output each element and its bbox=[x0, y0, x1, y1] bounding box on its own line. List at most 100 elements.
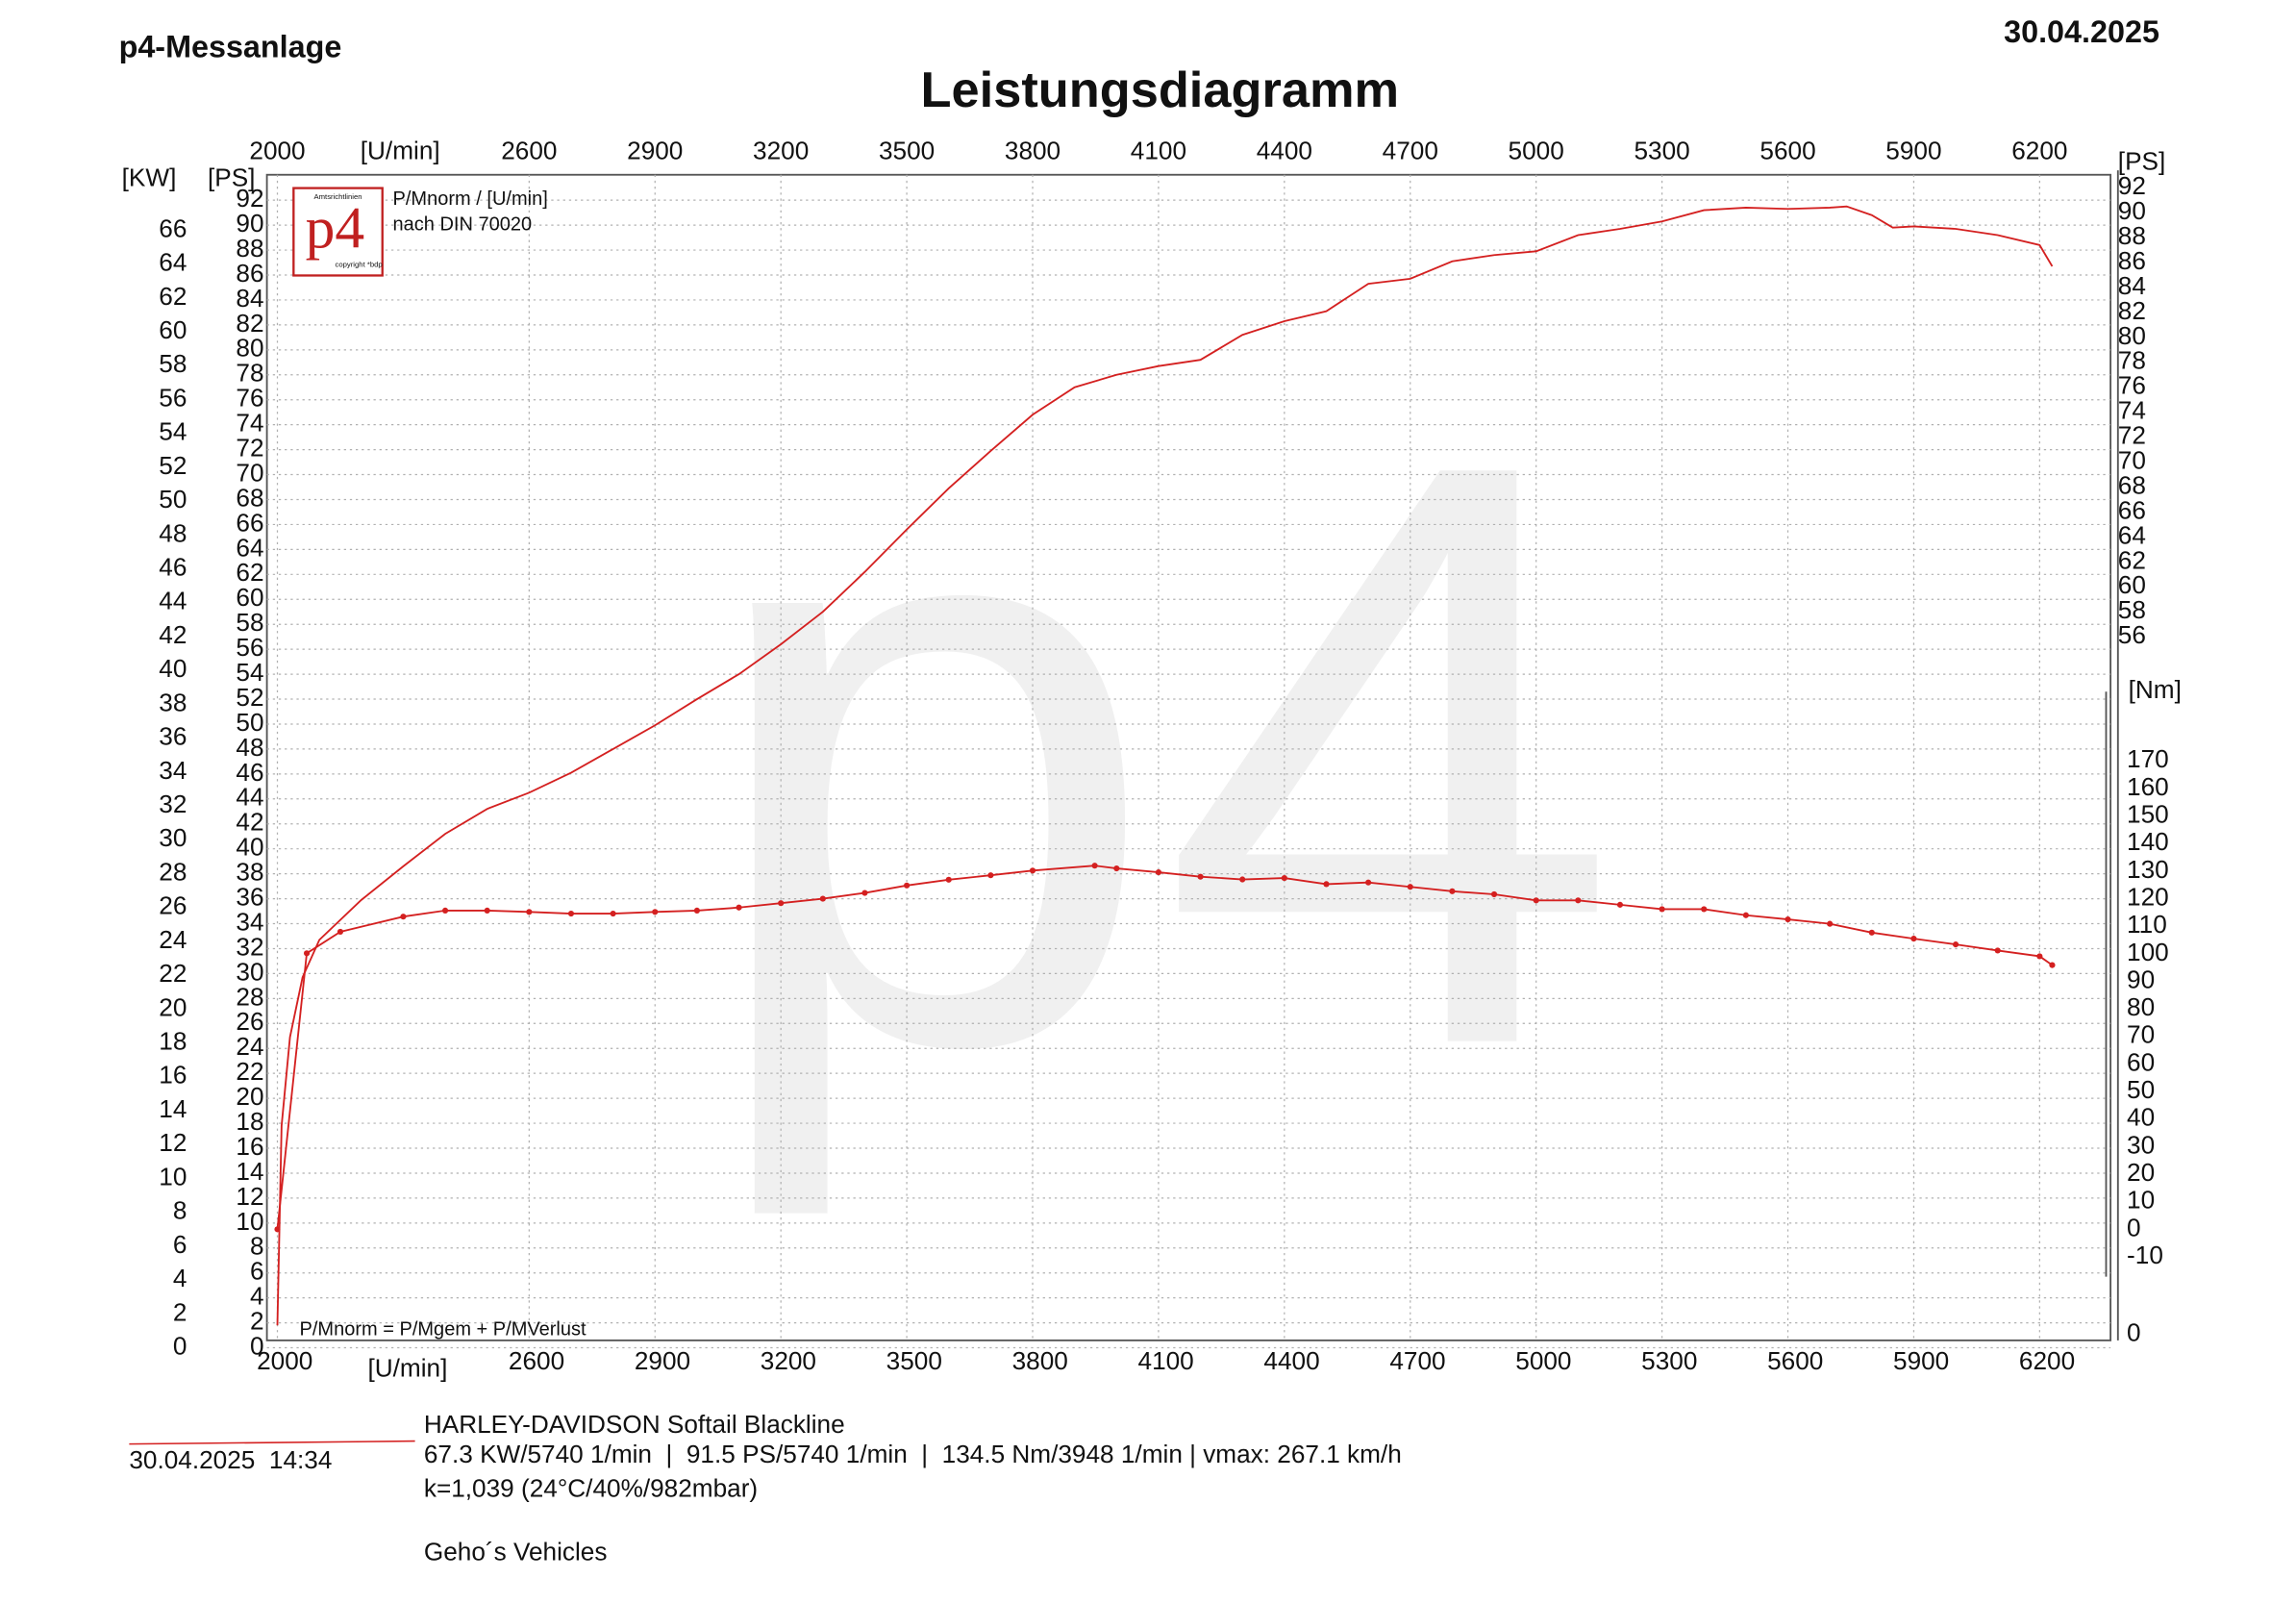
x-tick-label: 4700 bbox=[1383, 137, 1438, 165]
series-point bbox=[2036, 953, 2043, 960]
ps-tick-label: 52 bbox=[236, 683, 263, 712]
ps-tick-label: 66 bbox=[236, 508, 263, 537]
kw-tick-label: 32 bbox=[159, 789, 187, 818]
x-tick-label: 3500 bbox=[879, 137, 935, 165]
ps-tick-label: 68 bbox=[236, 483, 263, 512]
series-point bbox=[1868, 929, 1875, 936]
kw-tick-label: 26 bbox=[159, 891, 187, 920]
series-point bbox=[1533, 897, 1539, 904]
x-tick-label: 4100 bbox=[1131, 137, 1186, 165]
x-tick-label: 2600 bbox=[509, 1346, 564, 1375]
series-point bbox=[693, 907, 700, 914]
ps_right-tick-label: 86 bbox=[2118, 246, 2146, 275]
ps-tick-label: 44 bbox=[236, 783, 263, 812]
series-point bbox=[337, 928, 344, 936]
ps-tick-label: 78 bbox=[236, 359, 263, 388]
kw-tick-label: 50 bbox=[159, 485, 187, 514]
series-point bbox=[1029, 867, 1036, 874]
footer-timestamp: 30.04.2025 14:34 bbox=[129, 1445, 332, 1474]
nm-tick-label: 90 bbox=[2127, 965, 2155, 993]
ps_right-tick-label: 68 bbox=[2118, 470, 2146, 499]
series-point bbox=[861, 890, 868, 896]
series-line bbox=[276, 865, 2053, 1230]
kw-tick-label: 58 bbox=[159, 349, 187, 378]
kw-tick-label: 52 bbox=[159, 451, 187, 480]
nm-tick-label: 140 bbox=[2127, 827, 2169, 856]
series-point bbox=[303, 950, 311, 957]
nm-tick-label: -10 bbox=[2127, 1241, 2163, 1269]
ps-tick-label: 56 bbox=[236, 633, 263, 662]
ps_right-tick-label: 60 bbox=[2118, 570, 2146, 599]
series-point bbox=[2049, 962, 2056, 968]
nm-tick-label: 110 bbox=[2127, 910, 2167, 939]
ps-tick-label: 86 bbox=[236, 259, 263, 288]
ps_right-tick-label: 76 bbox=[2118, 371, 2146, 400]
kw-tick-label: 56 bbox=[159, 383, 187, 412]
x-tick-label: 4400 bbox=[1257, 137, 1312, 165]
footer-line: HARLEY-DAVIDSON Softail Blackline bbox=[424, 1410, 845, 1439]
ps-tick-label: 38 bbox=[236, 858, 263, 887]
kw-tick-label: 66 bbox=[159, 213, 187, 242]
kw-tick-label: 16 bbox=[159, 1061, 187, 1090]
series-point bbox=[1910, 936, 1917, 942]
ps_right-tick-label: 84 bbox=[2118, 271, 2146, 300]
ps-tick-label: 36 bbox=[236, 882, 263, 911]
series-point bbox=[567, 910, 575, 917]
ps-tick-label: 24 bbox=[236, 1032, 263, 1061]
ps-tick-label: 26 bbox=[236, 1007, 263, 1036]
ps-tick-label: 28 bbox=[236, 982, 263, 1011]
ps-tick-label: 60 bbox=[236, 583, 263, 612]
nm-tick-label: 20 bbox=[2127, 1158, 2155, 1187]
x-tick-label: 6200 bbox=[2011, 137, 2067, 165]
ps-tick-label: 88 bbox=[236, 234, 263, 263]
ps_right-tick-label: 80 bbox=[2118, 321, 2146, 350]
series-point bbox=[652, 909, 659, 915]
header-date: 30.04.2025 bbox=[2004, 14, 2159, 49]
ps_right-tick-label: 92 bbox=[2118, 171, 2146, 200]
x-tick-label: 5300 bbox=[1634, 137, 1689, 165]
kw-tick-label: 24 bbox=[159, 925, 187, 954]
series-point bbox=[1323, 881, 1330, 888]
legend-line: P/Mnorm / [U/min] bbox=[393, 188, 548, 210]
ps-tick-label: 20 bbox=[236, 1082, 263, 1111]
ps_right-tick-label: 70 bbox=[2118, 445, 2146, 474]
kw-tick-label: 64 bbox=[159, 248, 187, 277]
ps-tick-label: 8 bbox=[250, 1232, 264, 1261]
ps-tick-label: 50 bbox=[236, 708, 263, 737]
header-left: p4-Messanlage bbox=[119, 29, 342, 63]
series-point bbox=[1281, 875, 1287, 882]
x-tick-label: 2900 bbox=[627, 137, 683, 165]
ps-tick-label: 34 bbox=[236, 907, 263, 936]
kw-axis-label: [KW] bbox=[122, 163, 177, 191]
footer-line: k=1,039 (24°C/40%/982mbar) bbox=[424, 1473, 758, 1502]
nm-tick-label: 50 bbox=[2127, 1075, 2155, 1104]
x-tick-label: 4400 bbox=[1263, 1346, 1319, 1375]
kw-tick-label: 20 bbox=[159, 992, 187, 1021]
ps-tick-label: 30 bbox=[236, 957, 263, 986]
watermark: p4 bbox=[699, 290, 1621, 1223]
logo-text: p4 bbox=[306, 195, 365, 261]
ps-tick-label: 92 bbox=[236, 184, 263, 213]
series-point bbox=[819, 895, 826, 902]
x-tick-label: 5900 bbox=[1893, 1346, 1949, 1375]
series-point bbox=[904, 882, 911, 889]
ps_right-tick-label: 90 bbox=[2118, 196, 2146, 225]
plot-frame bbox=[265, 173, 2112, 1341]
series-point bbox=[1197, 873, 1204, 880]
kw-tick-label: 8 bbox=[173, 1196, 187, 1225]
kw-tick-label: 54 bbox=[159, 417, 187, 446]
kw-tick-label: 40 bbox=[159, 654, 187, 683]
ps_right-tick-label: 66 bbox=[2118, 495, 2146, 524]
ps-tick-label: 4 bbox=[250, 1282, 264, 1311]
kw-tick-label: 44 bbox=[159, 587, 187, 615]
legend-line: nach DIN 70020 bbox=[393, 213, 533, 235]
x-tick-label: 6200 bbox=[2019, 1346, 2075, 1375]
x-tick-label: 3500 bbox=[886, 1346, 942, 1375]
kw-tick-label: 30 bbox=[159, 823, 187, 852]
ps_right-tick-label: 56 bbox=[2118, 620, 2146, 649]
series-point bbox=[1155, 868, 1162, 876]
ps-tick-label: 18 bbox=[236, 1107, 263, 1136]
kw-tick-label: 4 bbox=[173, 1264, 187, 1292]
nm-tick-label: 40 bbox=[2127, 1103, 2155, 1132]
